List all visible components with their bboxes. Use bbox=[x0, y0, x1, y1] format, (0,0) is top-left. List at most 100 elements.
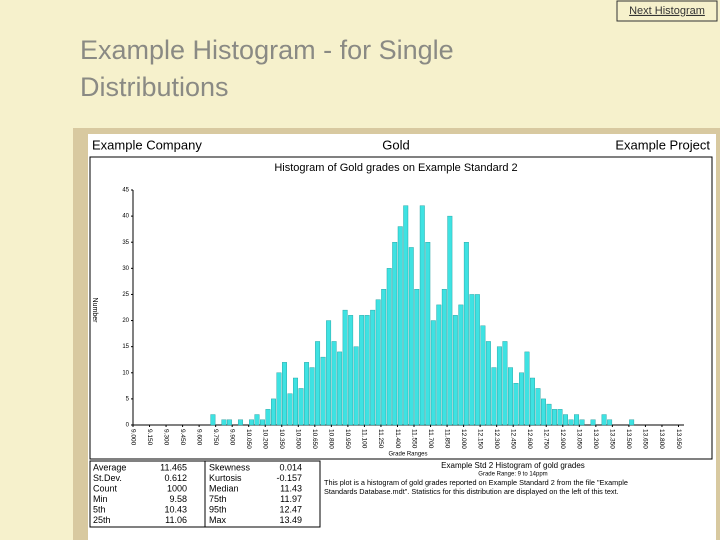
bar bbox=[237, 419, 243, 426]
bar bbox=[590, 419, 596, 426]
x-tick-label: 10.350 bbox=[278, 429, 285, 449]
bar bbox=[414, 289, 420, 426]
bar bbox=[304, 362, 310, 426]
bar bbox=[485, 341, 491, 426]
bar bbox=[447, 215, 453, 426]
x-tick-label: 11.250 bbox=[377, 429, 384, 449]
x-tick-label: 9.450 bbox=[179, 429, 186, 446]
bar bbox=[375, 299, 381, 426]
bar bbox=[530, 377, 535, 426]
chart-title: Histogram of Gold grades on Example Stan… bbox=[274, 162, 517, 174]
x-tick-label: 11.400 bbox=[394, 429, 401, 449]
slide-title-2: Distributions bbox=[80, 72, 229, 102]
bar bbox=[563, 414, 568, 426]
x-tick-label: 10.500 bbox=[295, 429, 302, 449]
bar bbox=[408, 247, 414, 426]
stat-cell: Max bbox=[209, 515, 227, 525]
stat-cell: 25th bbox=[93, 515, 111, 525]
stat-cell: Average bbox=[93, 462, 126, 472]
note-line: Standards Database.mdt". Statistics for … bbox=[324, 487, 619, 496]
x-tick-label: 9.150 bbox=[146, 429, 153, 446]
chart-box bbox=[89, 156, 713, 460]
x-tick-label: 11.550 bbox=[410, 429, 417, 449]
x-tick-label: 10.050 bbox=[245, 429, 252, 449]
x-tick-label: 9.000 bbox=[129, 429, 136, 446]
x-tick-label: 13.650 bbox=[642, 429, 649, 449]
y-tick-label: 15 bbox=[122, 344, 129, 350]
bar bbox=[226, 419, 232, 426]
slide-title-1: Example Histogram - for Single bbox=[80, 35, 454, 65]
bar bbox=[524, 351, 530, 426]
stat-cell: Count bbox=[93, 483, 118, 493]
bar bbox=[276, 372, 282, 426]
link-button[interactable] bbox=[616, 0, 718, 22]
bar bbox=[386, 268, 392, 426]
stat-cell: St.Dev. bbox=[93, 473, 122, 483]
stat-cell: 0.014 bbox=[279, 462, 302, 472]
bar bbox=[403, 205, 409, 426]
x-tick-label: 13.050 bbox=[576, 429, 583, 449]
y-tick-label: 20 bbox=[122, 318, 129, 324]
x-tick-label: 11.700 bbox=[427, 429, 434, 449]
bar bbox=[574, 414, 580, 426]
x-tick-label: 9.300 bbox=[162, 429, 169, 446]
bar bbox=[441, 289, 447, 426]
bar bbox=[474, 294, 480, 426]
x-tick-label: 12.900 bbox=[559, 429, 566, 449]
bar bbox=[601, 414, 607, 426]
header-right: Example Project bbox=[615, 137, 710, 152]
bar bbox=[519, 372, 524, 426]
bar bbox=[469, 294, 475, 426]
bar bbox=[221, 419, 227, 426]
stat-cell: Skewness bbox=[209, 462, 251, 472]
y-tick-label: 45 bbox=[122, 188, 129, 194]
bar bbox=[436, 304, 442, 426]
note-line: This plot is a histogram of gold grades … bbox=[324, 478, 628, 487]
x-tick-label: 13.950 bbox=[675, 429, 682, 449]
bar bbox=[271, 398, 276, 426]
bar bbox=[364, 315, 370, 426]
stat-cell: 9.58 bbox=[169, 494, 187, 504]
bar bbox=[607, 419, 613, 426]
bar bbox=[210, 414, 216, 426]
x-tick-label: 13.800 bbox=[658, 429, 665, 449]
bar bbox=[254, 414, 260, 426]
stat-cell: 11.06 bbox=[165, 515, 187, 525]
bar bbox=[552, 409, 557, 426]
stat-cell: 1000 bbox=[167, 483, 187, 493]
bar bbox=[496, 346, 502, 426]
y-tick-label: 10 bbox=[122, 370, 129, 376]
bar bbox=[568, 419, 574, 426]
next-link[interactable]: Next Histogram bbox=[629, 5, 705, 17]
bar bbox=[458, 304, 464, 426]
bar bbox=[430, 320, 436, 426]
x-tick-label: 12.000 bbox=[460, 429, 467, 449]
bar bbox=[480, 325, 486, 426]
stat-cell: 13.49 bbox=[279, 515, 302, 525]
stat-cell: Min bbox=[93, 494, 108, 504]
bar bbox=[513, 383, 519, 426]
stat-cell: 11.43 bbox=[280, 483, 302, 493]
y-tick-label: 5 bbox=[126, 396, 130, 402]
bar bbox=[326, 320, 332, 426]
bar bbox=[282, 362, 287, 426]
stat-cell: 11.97 bbox=[280, 494, 302, 504]
bar bbox=[265, 409, 271, 426]
y-label: Number bbox=[91, 298, 98, 324]
bar bbox=[452, 315, 458, 426]
x-tick-label: 10.650 bbox=[311, 429, 318, 449]
stat-cell: 0.612 bbox=[164, 473, 187, 483]
bar bbox=[260, 419, 265, 426]
bar bbox=[287, 393, 293, 426]
x-tick-label: 10.800 bbox=[328, 429, 335, 449]
y-tick-label: 40 bbox=[122, 214, 129, 220]
bar bbox=[249, 419, 254, 426]
bar bbox=[491, 367, 497, 426]
x-label: Grade Ranges bbox=[388, 452, 427, 458]
bar bbox=[419, 205, 425, 426]
bar bbox=[507, 367, 513, 426]
bar bbox=[353, 346, 359, 426]
bar bbox=[397, 226, 403, 426]
bar bbox=[309, 367, 315, 426]
